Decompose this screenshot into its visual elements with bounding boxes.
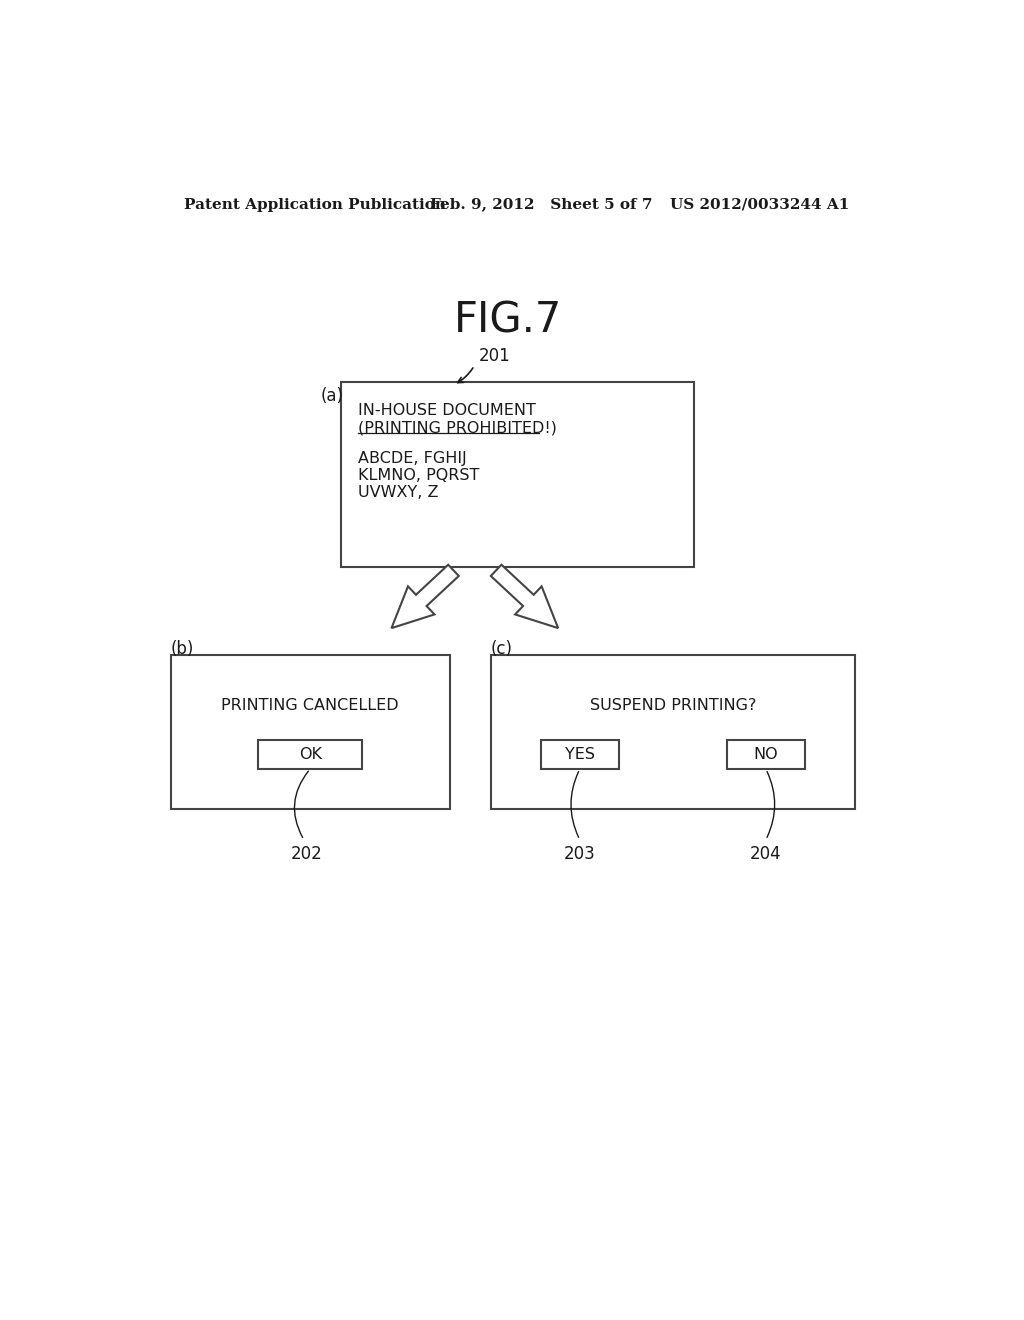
Text: 202: 202 xyxy=(291,845,323,863)
Bar xyxy=(341,381,693,566)
Text: NO: NO xyxy=(754,747,778,762)
Text: Patent Application Publication: Patent Application Publication xyxy=(183,198,445,211)
Text: 201: 201 xyxy=(478,347,510,366)
Text: FIG.7: FIG.7 xyxy=(454,300,562,341)
Bar xyxy=(490,655,855,809)
Bar xyxy=(541,739,618,770)
Text: KLMNO, PQRST: KLMNO, PQRST xyxy=(358,469,479,483)
Text: (b): (b) xyxy=(171,640,194,657)
Text: SUSPEND PRINTING?: SUSPEND PRINTING? xyxy=(590,697,756,713)
Text: UVWXY, Z: UVWXY, Z xyxy=(358,484,438,500)
Text: (a): (a) xyxy=(321,387,343,404)
Text: US 2012/0033244 A1: US 2012/0033244 A1 xyxy=(671,198,850,211)
Text: OK: OK xyxy=(299,747,322,762)
Text: IN-HOUSE DOCUMENT: IN-HOUSE DOCUMENT xyxy=(358,404,536,418)
Text: YES: YES xyxy=(565,747,595,762)
Text: 203: 203 xyxy=(564,845,596,863)
Text: 204: 204 xyxy=(750,845,781,863)
Text: Feb. 9, 2012   Sheet 5 of 7: Feb. 9, 2012 Sheet 5 of 7 xyxy=(430,198,652,211)
Text: PRINTING CANCELLED: PRINTING CANCELLED xyxy=(221,697,399,713)
Text: (c): (c) xyxy=(490,640,513,657)
Bar xyxy=(727,739,805,770)
Bar xyxy=(171,655,450,809)
Bar xyxy=(258,739,362,770)
Text: ABCDE, FGHIJ: ABCDE, FGHIJ xyxy=(358,451,467,466)
Polygon shape xyxy=(490,565,558,628)
Text: (PRINTING PROHIBITED!): (PRINTING PROHIBITED!) xyxy=(358,420,557,436)
Polygon shape xyxy=(391,565,459,628)
